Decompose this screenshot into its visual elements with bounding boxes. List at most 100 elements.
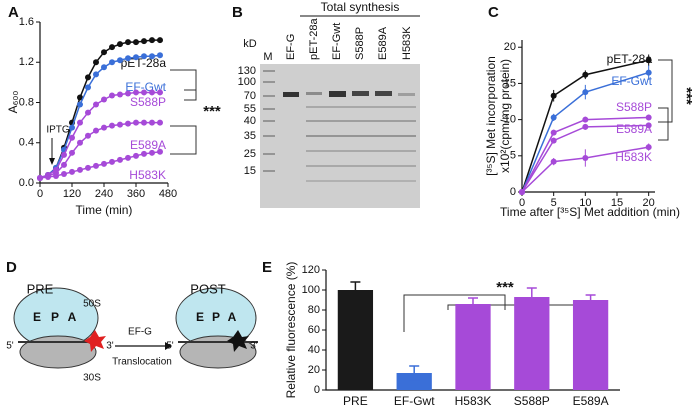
x-tick-label: 120 — [63, 188, 81, 200]
data-point — [125, 39, 131, 46]
series-line — [521, 124, 649, 193]
marker-label: 40 — [244, 115, 256, 127]
data-point — [582, 89, 589, 96]
data-point — [61, 151, 67, 158]
error-bar — [468, 297, 478, 311]
data-point — [157, 52, 163, 59]
y-tick-label: 20 — [308, 364, 320, 376]
y-tick-label: 0.0 — [19, 177, 34, 189]
data-point — [93, 71, 99, 78]
annotation: *** — [496, 279, 514, 296]
bar — [337, 290, 374, 390]
x-tick-label: 10 — [579, 197, 591, 209]
panel-label: C — [488, 4, 499, 21]
y-axis-title: A₆₀₀ — [6, 91, 20, 114]
data-point — [69, 134, 75, 141]
marker-label: 55 — [244, 103, 256, 115]
lane-label: M — [263, 51, 272, 63]
marker-label: 70 — [244, 90, 256, 102]
data-point — [61, 161, 67, 168]
x-tick-label: EF-Gwt — [394, 394, 435, 408]
data-point — [101, 160, 107, 167]
annotation: *** — [203, 103, 221, 120]
data-point — [582, 116, 589, 123]
iptg-arrowhead — [49, 158, 55, 165]
data-point — [77, 101, 83, 108]
y-tick-label: 0.4 — [19, 137, 34, 149]
y-tick-label: 0.8 — [19, 96, 34, 108]
x-tick-label: 0 — [519, 197, 525, 209]
bar — [455, 304, 491, 390]
series-label: S588P — [130, 95, 166, 109]
error-bar — [526, 287, 537, 307]
data-point — [109, 122, 115, 129]
data-point — [93, 162, 99, 169]
ribosome-small — [19, 335, 97, 369]
series-label: EF-Gwt — [611, 74, 652, 88]
data-point — [125, 55, 131, 62]
y-axis-title: x10²(cpm/mg protein) — [498, 59, 512, 173]
lane-label: EF-G — [285, 34, 297, 60]
error-bar — [585, 294, 596, 306]
series-label: S588P — [616, 100, 652, 114]
x-tick-label: 0 — [37, 188, 43, 200]
series-line — [39, 91, 160, 179]
annotation: *** — [678, 87, 695, 105]
data-point — [645, 57, 652, 64]
series-line — [39, 121, 160, 179]
data-point — [133, 89, 139, 96]
y-tick-label: 100 — [302, 284, 320, 296]
diagram-label: POST — [190, 281, 225, 296]
x-tick-label: 15 — [611, 197, 623, 209]
x-tick-label: 20 — [643, 197, 655, 209]
data-point — [125, 120, 131, 127]
series-line — [39, 54, 161, 179]
gel-panel: Total synthesis kD M EF-G pET-28a EF-Gwt S58… — [238, 0, 420, 208]
data-point — [157, 89, 163, 96]
x-tick-label: S588P — [514, 394, 550, 408]
data-point — [550, 114, 557, 121]
data-point — [117, 91, 123, 98]
data-point — [582, 71, 589, 78]
marker-label: 100 — [238, 76, 256, 88]
data-point — [101, 124, 107, 131]
data-point — [117, 41, 123, 48]
data-point — [117, 121, 123, 128]
data-point — [85, 74, 91, 81]
y-tick-label: 20 — [504, 41, 516, 53]
data-point — [141, 119, 147, 126]
annotation: IPTG — [46, 125, 70, 136]
bands — [263, 70, 416, 182]
y-tick-label: 1.6 — [19, 16, 34, 28]
data-point — [85, 132, 91, 139]
data-point — [645, 69, 652, 76]
diagram-label: 30S — [83, 373, 101, 384]
lane-label: S588P — [354, 27, 366, 60]
data-point — [550, 129, 557, 136]
y-tick-label: 120 — [302, 264, 320, 276]
data-point — [550, 92, 557, 99]
diagram-label: 3' — [250, 341, 258, 352]
marker-label: 15 — [244, 165, 256, 177]
diagram-label: 50S — [83, 299, 101, 310]
panel-label: A — [8, 4, 19, 21]
y-axis-title: [³⁵S] Met incorporation — [484, 56, 498, 176]
x-tick-label: 240 — [95, 188, 113, 200]
diagram-label: EF-G — [128, 327, 152, 338]
site-label: A — [68, 310, 77, 324]
series-line — [521, 71, 649, 193]
data-point — [69, 168, 75, 175]
data-point — [149, 89, 155, 96]
data-point — [645, 114, 652, 121]
lane-label: EF-Gwt — [331, 23, 343, 60]
marker-label: 25 — [244, 148, 256, 160]
data-point — [149, 53, 155, 60]
site-label: E — [196, 310, 204, 324]
lane-label: H583K — [401, 26, 413, 60]
data-point — [645, 144, 652, 151]
y-tick-label: 0 — [314, 384, 320, 396]
gel-header: Total synthesis — [321, 0, 400, 14]
x-tick-label: 480 — [159, 188, 177, 200]
data-point — [582, 123, 589, 130]
